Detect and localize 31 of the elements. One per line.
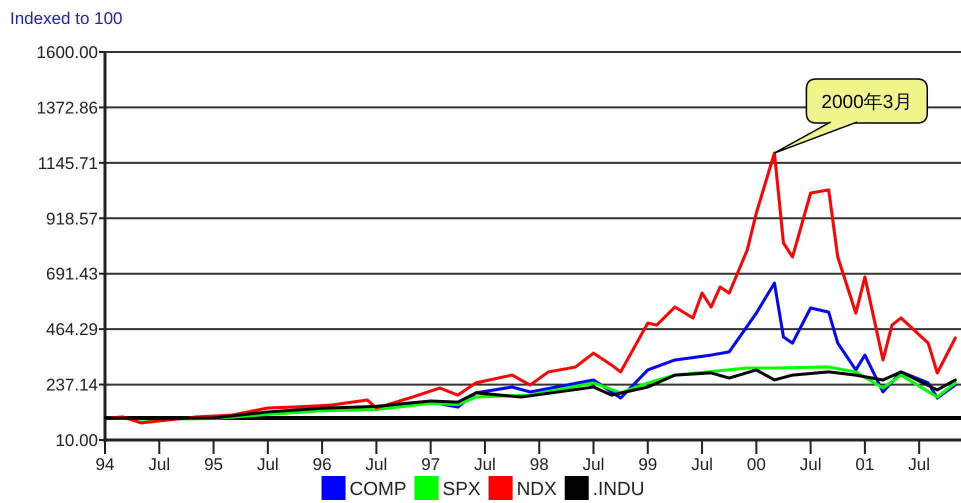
legend-label: COMP bbox=[350, 479, 407, 500]
x-tick-label: Jul bbox=[582, 455, 604, 474]
y-tick-label: 918.57 bbox=[46, 209, 98, 228]
legend-label: SPX bbox=[442, 479, 481, 500]
x-tick-label: Jul bbox=[908, 455, 930, 474]
y-tick-label: 691.43 bbox=[46, 264, 98, 284]
y-tick-label: 464.29 bbox=[46, 320, 98, 340]
x-tick-label: Jul bbox=[148, 455, 170, 474]
x-tick-label: 00 bbox=[746, 455, 766, 474]
annotation: 2000年3月 bbox=[821, 92, 912, 114]
x-tick-label: 95 bbox=[204, 455, 224, 474]
y-tick-label: 10.00 bbox=[55, 431, 98, 450]
legend-label: .INDU bbox=[592, 479, 644, 500]
x-tick-label: Jul bbox=[691, 455, 713, 474]
x-tick-label: 01 bbox=[855, 455, 874, 474]
legend-label: NDX bbox=[516, 479, 558, 500]
y-tick-label: 237.14 bbox=[46, 376, 98, 395]
x-tick-label: Jul bbox=[474, 455, 496, 474]
callout: 2000年3月 bbox=[774, 78, 928, 154]
x-tick-label: Jul bbox=[366, 455, 388, 474]
x-tick-label: 99 bbox=[638, 455, 658, 474]
x-tick-label: 97 bbox=[421, 455, 440, 474]
x-tick-label: 98 bbox=[530, 455, 549, 474]
y-tick-label: 1600.00 bbox=[36, 43, 98, 62]
y-tick-label: 1372.86 bbox=[36, 98, 98, 118]
x-tick-label: Jul bbox=[800, 455, 822, 474]
x-tick-label: Jul bbox=[256, 455, 279, 474]
y-axis-title: Indexed to 100 bbox=[10, 9, 122, 28]
x-tick-label: 96 bbox=[312, 455, 332, 474]
y-tick-label: 1145.71 bbox=[38, 154, 98, 173]
x-tick-label: 94 bbox=[96, 455, 114, 474]
